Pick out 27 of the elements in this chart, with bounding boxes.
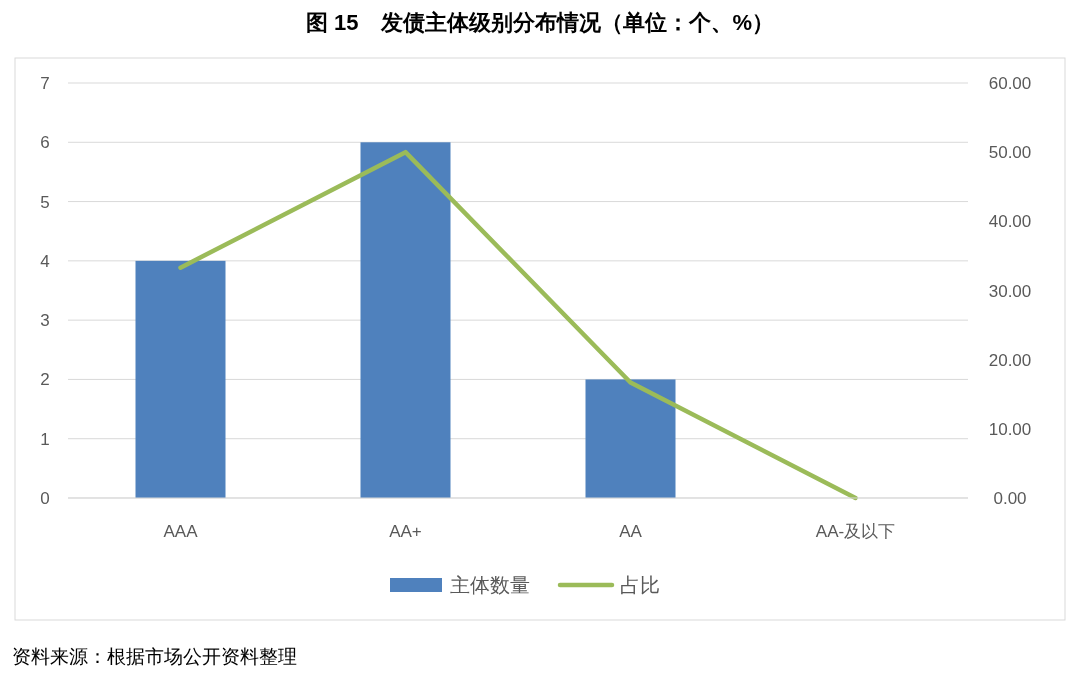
y2-tick-label: 10.00 (988, 419, 1032, 439)
y2-tick-label: 50.00 (988, 143, 1032, 163)
x-tick-label: AA+ (389, 522, 422, 541)
chart-title: 图 15 发债主体级别分布情况（单位：个、%） (305, 10, 775, 35)
y-tick-label: 1 (40, 429, 50, 449)
y2-tick-label: 0.00 (993, 489, 1027, 508)
y-tick-label: 0 (40, 489, 50, 508)
y2-tick-label: 20.00 (988, 350, 1032, 370)
y-tick-label: 3 (40, 311, 50, 331)
text: 资料来源：根据市场公开资料整理 (12, 646, 297, 667)
y2-tick-label: 30.00 (988, 281, 1032, 301)
y-tick-label: 7 (40, 74, 50, 93)
legend-label: 占比 (620, 574, 660, 596)
bar (360, 142, 451, 498)
y-tick-label: 5 (40, 192, 50, 212)
y-tick-label: 6 (40, 133, 50, 153)
bar (585, 379, 676, 498)
bar (135, 260, 226, 498)
x-tick-label: AA (619, 522, 643, 541)
y2-tick-label: 60.00 (988, 74, 1032, 93)
x-tick-label: AA-及以下 (815, 522, 896, 541)
y-tick-label: 2 (40, 370, 50, 390)
y2-tick-label: 40.00 (988, 212, 1032, 232)
legend-label: 主体数量 (450, 574, 530, 596)
y-tick-label: 4 (40, 251, 50, 271)
x-tick-label: AAA (163, 522, 199, 541)
line-series (178, 149, 858, 501)
